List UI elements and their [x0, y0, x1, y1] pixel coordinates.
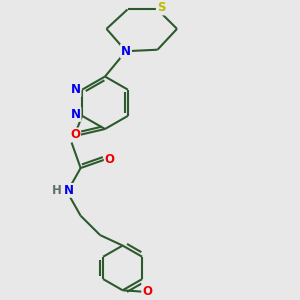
Text: N: N [70, 83, 80, 96]
Text: O: O [70, 128, 80, 142]
Text: S: S [157, 2, 165, 14]
Text: N: N [64, 184, 74, 197]
Text: O: O [142, 285, 152, 298]
Text: N: N [70, 108, 80, 121]
Text: N: N [121, 45, 131, 58]
Text: O: O [105, 153, 115, 166]
Text: H: H [52, 184, 61, 197]
